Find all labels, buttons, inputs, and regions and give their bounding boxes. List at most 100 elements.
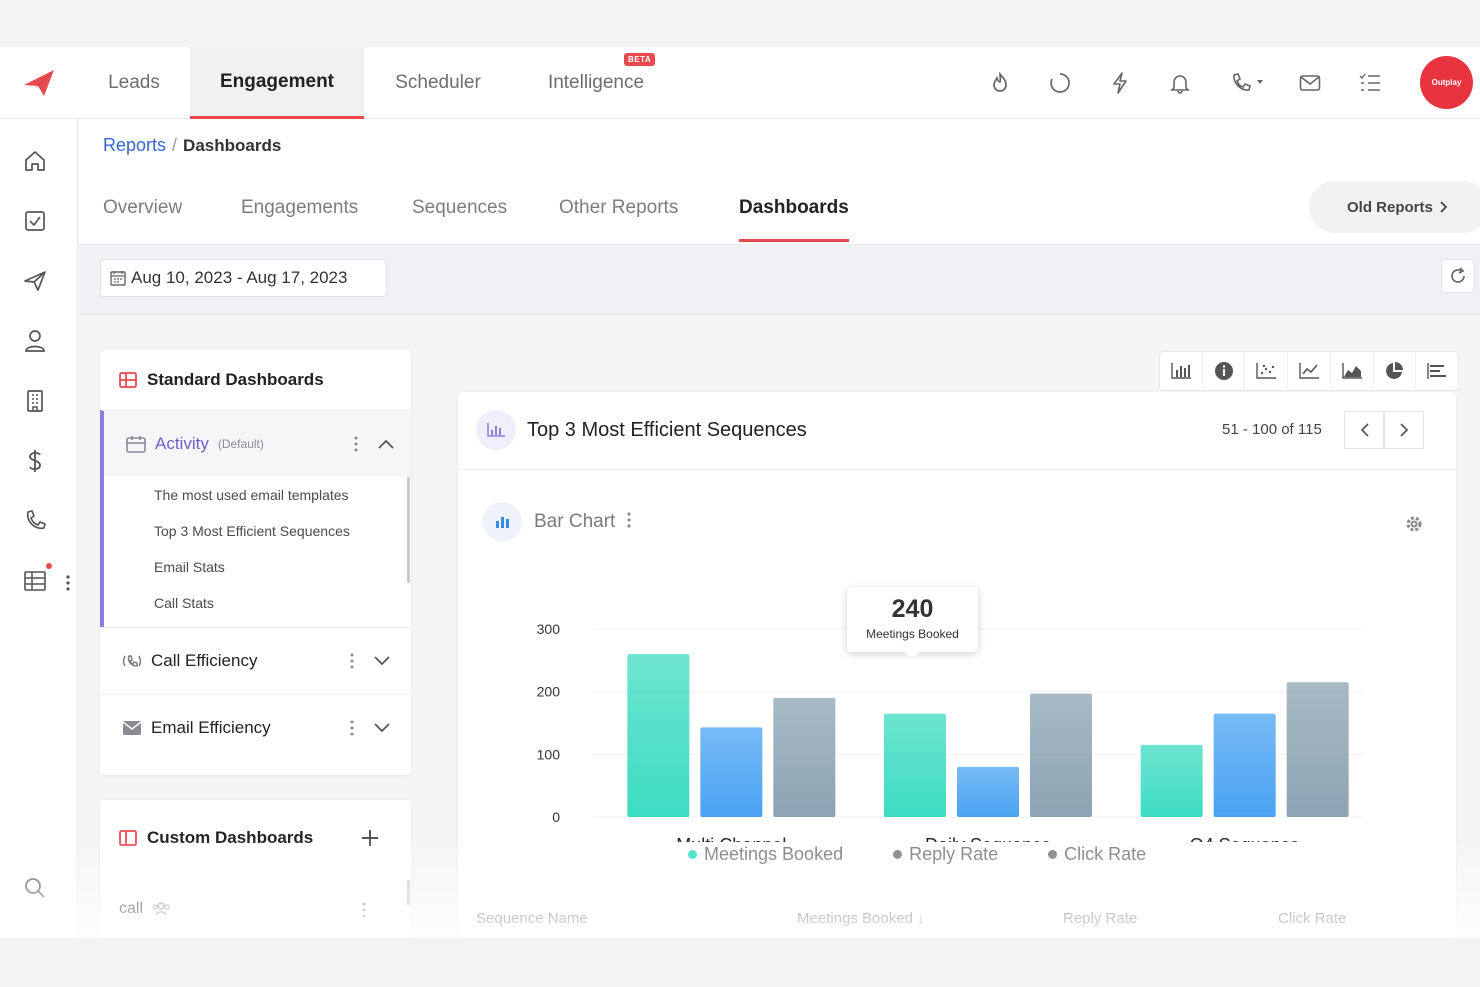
x-category-label: Daily Sequence [925, 835, 1051, 842]
report-chart-icon [476, 410, 516, 450]
pie-chart-icon[interactable] [1374, 352, 1417, 390]
tooltip-label: Meetings Booked [866, 627, 959, 641]
more-vertical-icon[interactable] [66, 574, 70, 592]
bar-reply-rate[interactable] [1213, 713, 1276, 817]
standard-dashboards-header: Standard Dashboards [100, 350, 411, 410]
email-efficiency-row[interactable]: Email Efficiency [100, 695, 411, 761]
search-icon[interactable] [21, 874, 49, 902]
legend-item-click[interactable]: Click Rate [1048, 844, 1146, 865]
bar-reply-rate[interactable] [957, 766, 1019, 817]
add-dashboard-icon[interactable] [358, 826, 382, 850]
chart-settings-gear-icon[interactable] [1402, 512, 1426, 536]
bell-icon[interactable] [1166, 69, 1194, 97]
chevron-up-icon[interactable] [376, 434, 396, 454]
list-item[interactable]: The most used email templates [154, 487, 349, 503]
tab-overview[interactable]: Overview [103, 197, 183, 218]
bar-click-rate[interactable] [773, 697, 836, 817]
bar-click-rate[interactable] [1030, 693, 1092, 817]
checkbox-icon[interactable] [21, 207, 49, 235]
old-reports-label: Old Reports [1347, 198, 1433, 216]
column-reply-rate[interactable]: Reply Rate [1063, 910, 1138, 927]
mail-icon[interactable] [1296, 69, 1324, 97]
bar-click-rate[interactable] [1286, 682, 1349, 817]
legend-item-reply[interactable]: Reply Rate [893, 844, 998, 865]
chart-type-label: Bar Chart [534, 511, 616, 532]
chevron-down-icon[interactable] [372, 651, 392, 671]
activity-group-header[interactable]: Activity (Default) [104, 411, 411, 477]
email-efficiency-kebab-icon[interactable] [346, 718, 358, 738]
building-icon[interactable] [21, 387, 49, 415]
column-sequence-name[interactable]: Sequence Name [476, 910, 588, 927]
phone-icon[interactable] [21, 507, 49, 535]
tab-dashboards[interactable]: Dashboards [739, 197, 849, 242]
chart-type-toolbar [1159, 351, 1459, 391]
tab-other-reports[interactable]: Other Reports [559, 197, 679, 218]
send-icon[interactable] [21, 267, 49, 295]
dollar-icon[interactable] [21, 447, 49, 475]
breadcrumb-reports-link[interactable]: Reports [103, 135, 167, 155]
area-chart-icon[interactable] [1331, 352, 1374, 390]
chart-kebab-icon[interactable] [627, 511, 631, 534]
prev-page-button[interactable] [1344, 411, 1384, 449]
reports-tabbar: Overview Engagements Sequences Other Rep… [79, 175, 1480, 245]
custom-dashboard-call[interactable]: call [119, 900, 171, 918]
column-meetings-booked[interactable]: Meetings Booked ↓ [797, 910, 925, 927]
chevron-left-icon [1360, 423, 1369, 437]
notification-dot [46, 563, 52, 569]
bar-chart-type-icon[interactable] [1160, 352, 1203, 390]
refresh-button[interactable] [1441, 259, 1475, 293]
grid-icon [119, 372, 137, 388]
flame-icon[interactable] [986, 69, 1014, 97]
line-chart-icon[interactable] [1288, 352, 1331, 390]
bar-reply-rate[interactable] [700, 727, 763, 817]
custom-call-kebab-icon[interactable] [358, 900, 370, 920]
activity-report-list: The most used email templates Top 3 Most… [104, 477, 411, 627]
user-icon[interactable] [21, 327, 49, 355]
calendar-check-icon [126, 436, 146, 453]
bar-meetings-booked[interactable] [627, 654, 690, 817]
call-efficiency-kebab-icon[interactable] [346, 651, 358, 671]
activity-scrollbar[interactable] [407, 477, 410, 583]
nav-tab-intelligence[interactable]: Intelligence BETA [528, 47, 664, 119]
filter-bar: Aug 10, 2023 - Aug 17, 2023 [79, 245, 1480, 315]
standard-dashboards-title: Standard Dashboards [147, 370, 324, 389]
home-icon[interactable] [21, 147, 49, 175]
custom-dashboards-title: Custom Dashboards [147, 828, 314, 847]
legend-item-meetings[interactable]: Meetings Booked [688, 844, 843, 865]
bar-meetings-booked[interactable] [1140, 744, 1203, 817]
horizontal-bar-chart-icon[interactable] [1416, 352, 1458, 390]
bolt-icon[interactable] [1106, 69, 1134, 97]
user-avatar[interactable]: Outplay [1420, 56, 1473, 109]
custom-scrollbar[interactable] [407, 880, 410, 906]
tasks-list-icon[interactable] [1356, 69, 1384, 97]
nav-tab-engagement[interactable]: Engagement [190, 47, 364, 119]
left-rail [0, 119, 78, 938]
list-item[interactable]: Email Stats [154, 559, 225, 575]
bar-meetings-booked[interactable] [884, 713, 946, 817]
info-icon[interactable] [1203, 352, 1246, 390]
scatter-chart-icon[interactable] [1245, 352, 1289, 390]
phone-dropdown-icon[interactable] [1228, 69, 1268, 97]
tab-sequences[interactable]: Sequences [412, 197, 508, 218]
activity-kebab-icon[interactable] [350, 434, 362, 454]
report-card: Top 3 Most Efficient Sequences 51 - 100 … [458, 392, 1456, 938]
table-icon[interactable] [21, 567, 49, 595]
chevron-right-icon [1399, 423, 1408, 437]
chart-header: Bar Chart [482, 502, 631, 542]
table-header: Sequence Name Meetings Booked ↓ Reply Ra… [476, 910, 1456, 934]
date-range-picker[interactable]: Aug 10, 2023 - Aug 17, 2023 [100, 259, 387, 297]
breadcrumb-bar: Reports / Dashboards [79, 119, 1480, 175]
list-item[interactable]: Call Stats [154, 595, 214, 611]
next-page-button[interactable] [1384, 411, 1424, 449]
list-item[interactable]: Top 3 Most Efficient Sequences [154, 523, 350, 539]
chevron-down-icon[interactable] [372, 718, 392, 738]
old-reports-button[interactable]: Old Reports [1309, 181, 1480, 233]
tab-engagements[interactable]: Engagements [241, 197, 359, 218]
loading-circle-icon[interactable] [1046, 69, 1074, 97]
column-click-rate[interactable]: Click Rate [1278, 910, 1347, 927]
top-nav: Leads Engagement Scheduler Intelligence … [0, 47, 1480, 119]
nav-tab-leads[interactable]: Leads [108, 72, 160, 93]
outplay-logo[interactable] [0, 47, 78, 119]
nav-tab-scheduler[interactable]: Scheduler [395, 72, 481, 93]
call-efficiency-row[interactable]: Call Efficiency [100, 628, 411, 694]
